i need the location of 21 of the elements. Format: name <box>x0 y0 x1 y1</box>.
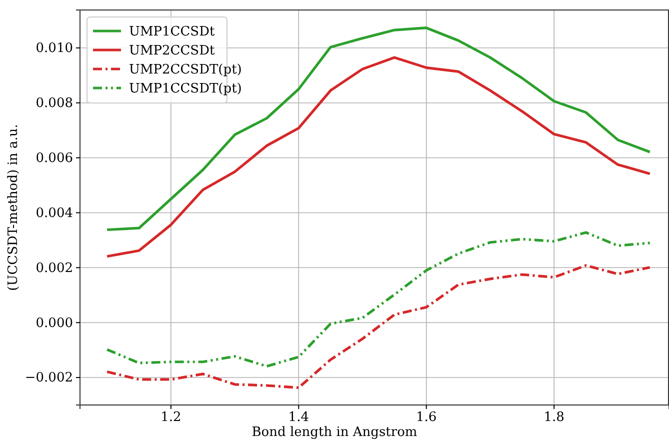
y-tick-label: 0.002 <box>36 260 73 276</box>
x-tick-label: 1.6 <box>416 410 437 426</box>
legend-label: UMP2CCSDt <box>129 44 216 58</box>
line-series <box>106 26 652 232</box>
y-tick-label: 0.000 <box>36 316 73 331</box>
x-axis-title: Bond length in Angstrom <box>252 425 418 439</box>
y-tick-label: −0.002 <box>24 370 73 386</box>
x-tick-label: 1.4 <box>288 410 309 426</box>
legend-label: UMP1CCSDT(pt) <box>129 82 242 96</box>
x-tick-label: 1.2 <box>160 410 182 426</box>
line-series <box>106 231 652 368</box>
y-tick-label: 0.006 <box>36 150 73 166</box>
line-series <box>106 56 652 258</box>
y-tick-label: 0.010 <box>36 41 73 56</box>
y-tick-label: 0.008 <box>36 96 73 112</box>
legend-label: UMP1CCSDt <box>129 24 216 40</box>
y-axis-title: (UCCSDT-method) in a.u. <box>6 124 21 291</box>
y-tick-label: 0.004 <box>36 206 73 221</box>
legend-label: UMP2CCSDT(pt) <box>129 62 242 78</box>
x-tick-label: 1.8 <box>544 410 564 426</box>
line-series <box>106 264 652 389</box>
